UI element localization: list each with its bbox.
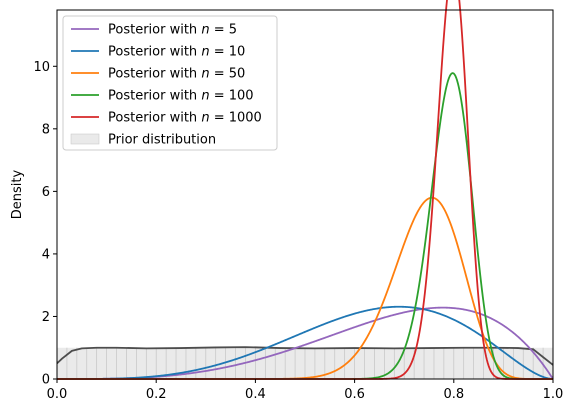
x-tick-label: 0.2 xyxy=(146,387,167,402)
y-tick-label: 2 xyxy=(42,310,50,325)
legend-label: Posterior with n = 50 xyxy=(108,67,245,82)
x-axis: 0.0 0.2 0.4 0.6 0.8 1.0 xyxy=(47,379,564,402)
legend: Posterior with n = 5 Posterior with n = 1… xyxy=(62,15,278,151)
x-tick-label: 0.0 xyxy=(47,387,68,402)
y-tick-label: 0 xyxy=(42,373,50,388)
x-tick-label: 1.0 xyxy=(543,387,564,402)
prior-distribution-area xyxy=(56,346,554,379)
legend-box xyxy=(62,15,278,151)
y-axis-label: Density xyxy=(10,169,25,219)
legend-label: Posterior with n = 5 xyxy=(108,23,237,38)
legend-label: Posterior with n = 100 xyxy=(108,89,254,104)
y-tick-label: 4 xyxy=(42,247,50,262)
y-tick-label: 8 xyxy=(42,122,50,137)
x-tick-label: 0.6 xyxy=(344,387,365,402)
series-line xyxy=(56,305,554,380)
legend-fill-swatch xyxy=(70,133,100,145)
x-tick-label: 0.4 xyxy=(245,387,266,402)
plot-area-frame xyxy=(56,9,554,380)
y-tick-label: 6 xyxy=(42,185,50,200)
y-axis: 0 2 4 6 8 10 xyxy=(33,60,57,388)
x-tick-label: 0.8 xyxy=(443,387,464,402)
y-tick-label: 10 xyxy=(33,60,50,75)
legend-label: Posterior with n = 1000 xyxy=(108,111,262,126)
prior-density-curve xyxy=(56,346,554,366)
legend-label: Prior distribution xyxy=(108,133,216,148)
legend-label: Posterior with n = 10 xyxy=(108,45,245,60)
